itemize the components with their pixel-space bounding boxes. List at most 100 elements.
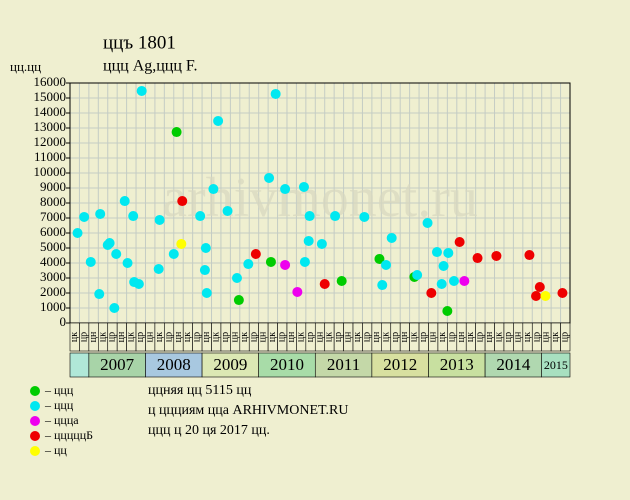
x-tick-box [560, 322, 571, 352]
x-tick-label: цк [97, 332, 108, 342]
point [177, 196, 188, 207]
point [448, 276, 459, 286]
year-label: 2015 [544, 358, 568, 372]
point [459, 276, 470, 286]
x-tick-label: цн [88, 331, 99, 342]
x-tick-label: цн [343, 331, 354, 342]
x-tick-label: цр [418, 332, 429, 342]
point [264, 172, 275, 183]
point [250, 249, 261, 259]
x-tick-label: цк [550, 332, 561, 342]
point [243, 259, 254, 270]
point [292, 286, 303, 297]
x-tick-label: цр [333, 332, 344, 342]
point [95, 208, 106, 219]
point [111, 249, 122, 259]
x-tick-label: цр [277, 332, 288, 342]
chart-title: ццъ 1801 [103, 32, 176, 53]
point [524, 250, 535, 261]
year-band [314, 352, 373, 378]
point [72, 228, 83, 238]
x-tick-label: цр [135, 332, 146, 342]
y-tick-label: 0 [60, 314, 67, 329]
point [201, 288, 212, 298]
x-tick-label: цн [258, 331, 269, 342]
year-label: 2007 [100, 355, 135, 374]
x-tick-label: цн [116, 331, 127, 342]
point [119, 196, 130, 207]
y-axis-label: цц.цц [10, 59, 41, 74]
year-band [428, 352, 486, 378]
legend-marker [30, 416, 40, 426]
x-tick-label: цр [475, 332, 486, 342]
chart-subtitle: ццц Ag,ццц F. [103, 58, 198, 75]
year-band [541, 352, 571, 378]
point [534, 282, 545, 292]
point [122, 258, 133, 268]
x-tick-label: цр [192, 332, 203, 342]
point [431, 247, 442, 258]
point [94, 289, 105, 300]
x-tick-label: цк [409, 332, 420, 342]
year-label: 2012 [383, 355, 417, 374]
point [231, 273, 242, 283]
x-tick-label: цк [522, 332, 533, 342]
point [171, 127, 182, 138]
point [359, 211, 370, 222]
legend-marker [30, 431, 40, 441]
point [265, 256, 276, 267]
y-tick-label: 5000 [40, 239, 66, 254]
y-tick-label: 3000 [40, 269, 66, 284]
y-tick-label: 2000 [40, 284, 66, 299]
point [336, 276, 347, 286]
note: ццняя цц 5115 цц [148, 383, 252, 398]
point [85, 256, 96, 267]
x-tick-label: цн [173, 331, 184, 342]
point [381, 259, 392, 270]
x-tick-label: цк [324, 332, 335, 342]
point [280, 184, 291, 195]
x-tick-label: цк [69, 332, 80, 342]
point [136, 85, 147, 96]
year-label: 2014 [496, 355, 531, 374]
point [426, 288, 437, 298]
point [443, 247, 454, 258]
legend-marker [30, 386, 40, 396]
year-band [484, 352, 542, 378]
point [208, 184, 219, 195]
legend-label: – ццц [44, 383, 74, 397]
x-tick-label: цр [531, 332, 542, 342]
x-tick-label: цр [220, 332, 231, 342]
x-tick-label: цн [512, 331, 523, 342]
point [330, 211, 341, 222]
point [374, 253, 385, 264]
point [422, 217, 433, 228]
point [280, 259, 291, 270]
point [195, 211, 206, 222]
year-label: 2013 [440, 355, 474, 374]
x-tick-label: цн [286, 331, 297, 342]
y-tick-label: 14000 [34, 104, 67, 119]
x-tick-label: цк [465, 332, 476, 342]
point [377, 280, 388, 291]
point [557, 288, 568, 298]
point [199, 265, 210, 276]
legend-marker [30, 401, 40, 411]
point [200, 243, 211, 253]
point [319, 279, 330, 289]
point [438, 261, 449, 271]
x-tick-label: цк [437, 332, 448, 342]
point [442, 306, 453, 316]
point [454, 237, 465, 247]
x-tick-label: цк [239, 332, 250, 342]
x-tick-label: цк [154, 332, 165, 342]
y-tick-label: 6000 [40, 224, 66, 239]
x-tick-label: цн [144, 331, 155, 342]
x-tick-label: цк [182, 332, 193, 342]
year-band [258, 352, 316, 378]
year-band [88, 352, 146, 378]
point [109, 303, 120, 313]
legend-label: – ццц [44, 398, 74, 412]
x-tick-label: цр [503, 332, 514, 342]
